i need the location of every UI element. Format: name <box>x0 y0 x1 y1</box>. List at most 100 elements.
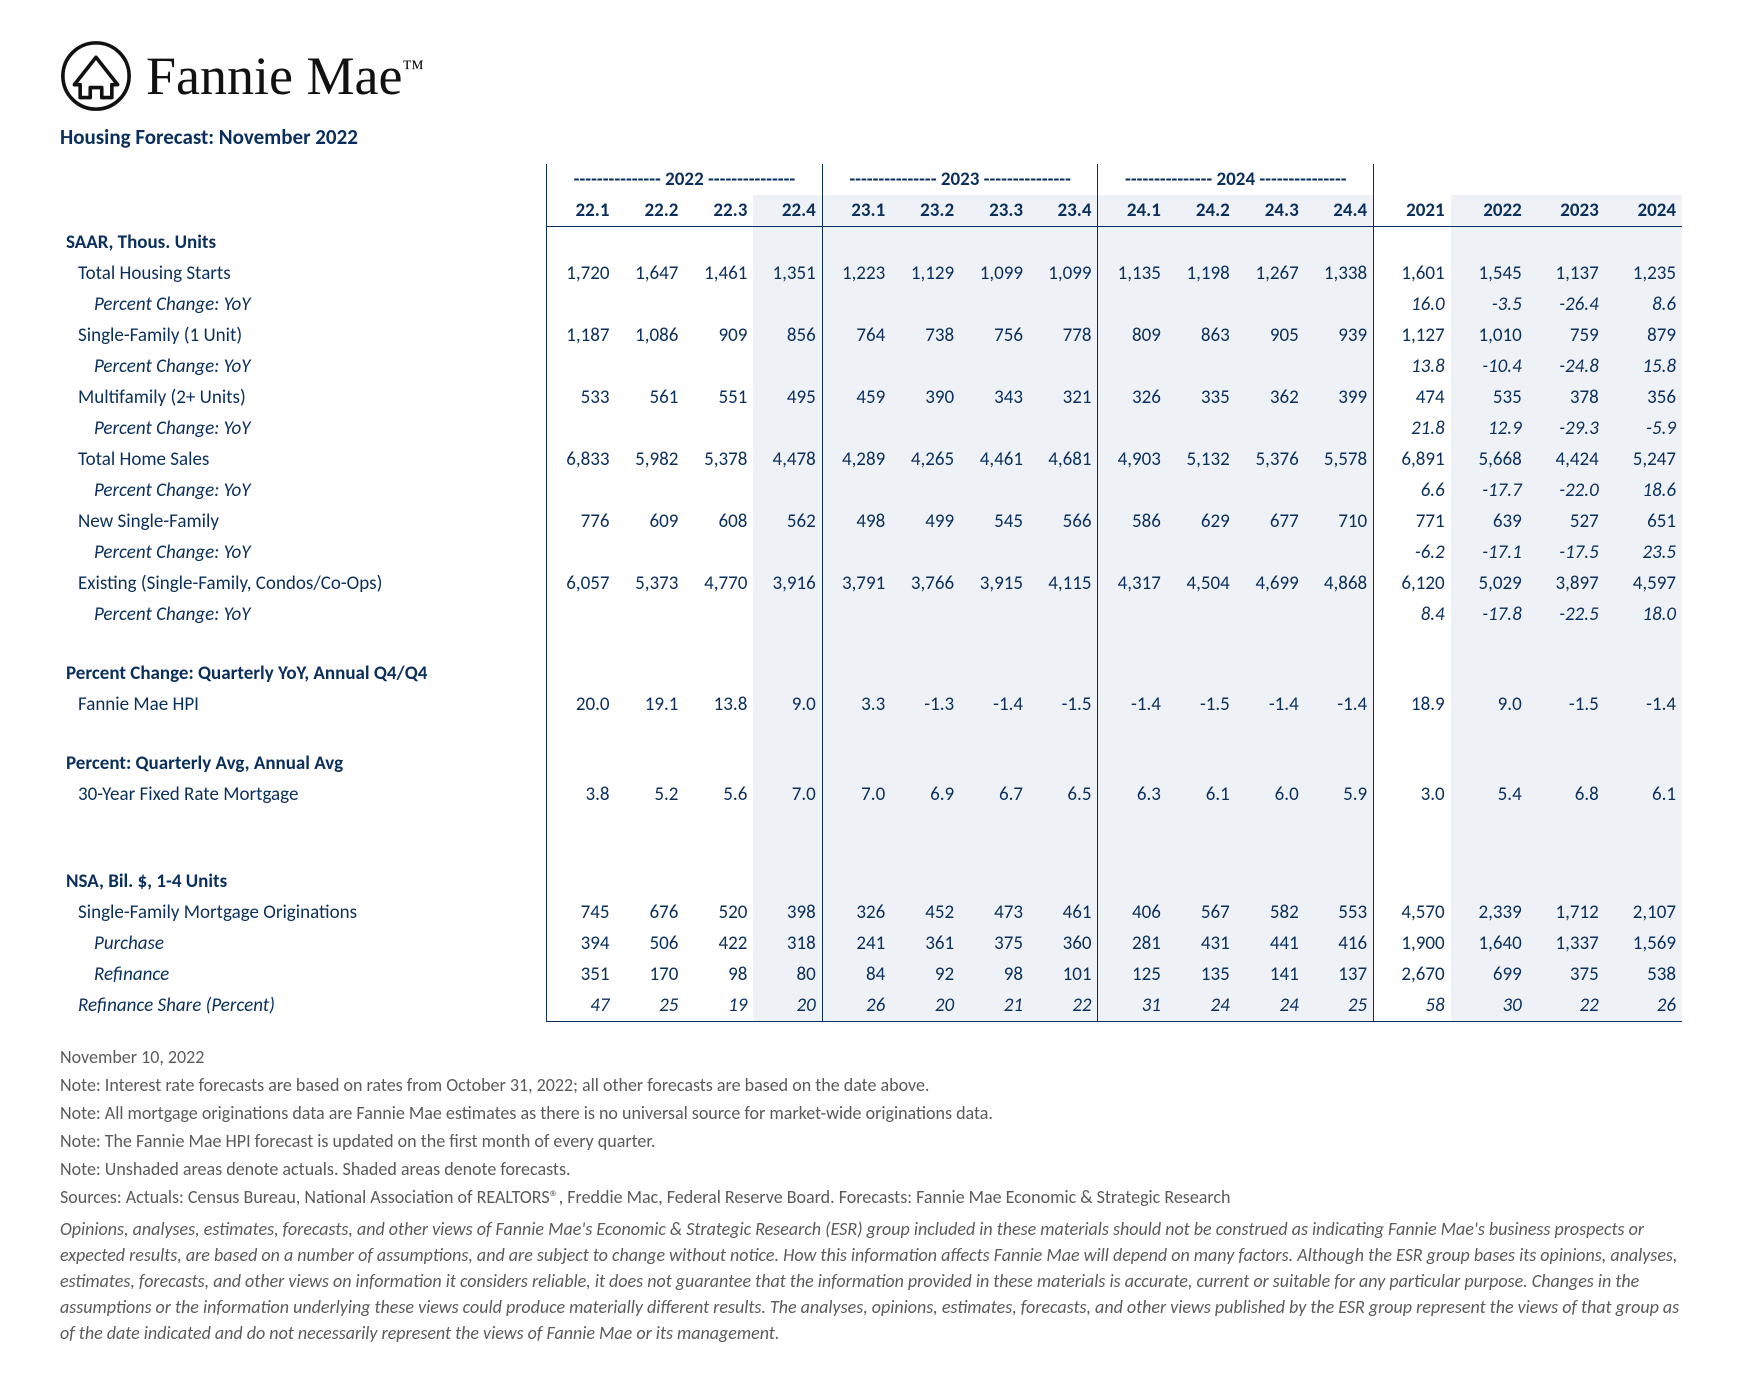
cell-quarter: 4,115 <box>1029 568 1098 599</box>
annual-header: 2023 <box>1528 195 1605 227</box>
cell-quarter: 495 <box>753 382 822 413</box>
cell-quarter: 4,868 <box>1305 568 1374 599</box>
cell-quarter <box>1305 413 1374 444</box>
cell-quarter: 629 <box>1167 506 1236 537</box>
cell-quarter: 533 <box>547 382 616 413</box>
cell-quarter: 561 <box>616 382 685 413</box>
cell-quarter: 360 <box>1029 928 1098 959</box>
cell-quarter <box>1305 599 1374 630</box>
quarter-header: 23.2 <box>891 195 960 227</box>
cell-quarter: 520 <box>684 897 753 928</box>
cell-quarter: 326 <box>822 897 891 928</box>
document-page: Fannie Mae™ Housing Forecast: November 2… <box>0 0 1742 1389</box>
row-label: Total Home Sales <box>60 444 547 475</box>
cell-quarter <box>1098 475 1167 506</box>
cell-quarter: 318 <box>753 928 822 959</box>
cell-annual: 2,339 <box>1451 897 1528 928</box>
cell-quarter: 24 <box>1167 990 1236 1022</box>
cell-quarter <box>1029 351 1098 382</box>
cell-quarter: 406 <box>1098 897 1167 928</box>
cell-quarter <box>960 537 1029 568</box>
cell-quarter <box>891 599 960 630</box>
year-band-row: --------------- 2022 -------------------… <box>60 164 1682 195</box>
row-label: Percent Change: YoY <box>60 351 547 382</box>
cell-annual: 4,570 <box>1374 897 1451 928</box>
row-label: Percent Change: YoY <box>60 537 547 568</box>
cell-annual: -17.5 <box>1528 537 1605 568</box>
table-row: Refinance Share (Percent)472519202620212… <box>60 990 1682 1022</box>
cell-annual: 6.8 <box>1528 779 1605 810</box>
cell-quarter <box>1167 475 1236 506</box>
cell-quarter: 1,198 <box>1167 258 1236 289</box>
cell-quarter: 6.3 <box>1098 779 1167 810</box>
footnote-line: Note: The Fannie Mae HPI forecast is upd… <box>60 1128 1682 1154</box>
cell-annual: 23.5 <box>1605 537 1682 568</box>
quarter-header: 22.2 <box>616 195 685 227</box>
cell-quarter <box>1098 599 1167 630</box>
cell-quarter: 461 <box>1029 897 1098 928</box>
cell-quarter <box>891 413 960 444</box>
cell-annual: 4,424 <box>1528 444 1605 475</box>
cell-quarter: 20.0 <box>547 689 616 720</box>
cell-quarter <box>547 475 616 506</box>
table-row: 30-Year Fixed Rate Mortgage3.85.25.67.07… <box>60 779 1682 810</box>
report-title: Housing Forecast: November 2022 <box>60 124 1682 150</box>
cell-quarter <box>891 351 960 382</box>
table-row: Multifamily (2+ Units)533561551495459390… <box>60 382 1682 413</box>
cell-annual: 1,712 <box>1528 897 1605 928</box>
cell-quarter: 1,267 <box>1236 258 1305 289</box>
cell-quarter <box>822 475 891 506</box>
cell-quarter: 1,720 <box>547 258 616 289</box>
cell-quarter: -1.5 <box>1029 689 1098 720</box>
cell-annual: -10.4 <box>1451 351 1528 382</box>
cell-quarter: 4,478 <box>753 444 822 475</box>
cell-annual: 6,891 <box>1374 444 1451 475</box>
cell-quarter: 4,681 <box>1029 444 1098 475</box>
cell-quarter <box>822 537 891 568</box>
cell-annual: 1,137 <box>1528 258 1605 289</box>
cell-annual: 1,010 <box>1451 320 1528 351</box>
cell-quarter: 1,099 <box>1029 258 1098 289</box>
quarter-header: 24.1 <box>1098 195 1167 227</box>
table-row: Refinance3511709880849298101125135141137… <box>60 959 1682 990</box>
cell-quarter: 608 <box>684 506 753 537</box>
cell-quarter: 1,129 <box>891 258 960 289</box>
cell-quarter: 3,766 <box>891 568 960 599</box>
cell-annual: -17.1 <box>1451 537 1528 568</box>
cell-quarter: 441 <box>1236 928 1305 959</box>
cell-quarter: 25 <box>616 990 685 1022</box>
cell-quarter: 553 <box>1305 897 1374 928</box>
cell-quarter <box>1305 289 1374 320</box>
cell-quarter: 905 <box>1236 320 1305 351</box>
brand-header: Fannie Mae™ <box>60 40 1682 112</box>
cell-quarter <box>684 537 753 568</box>
cell-quarter <box>684 289 753 320</box>
cell-quarter: -1.3 <box>891 689 960 720</box>
cell-quarter <box>1236 475 1305 506</box>
cell-quarter <box>547 537 616 568</box>
cell-quarter <box>960 351 1029 382</box>
footnote-line: Note: Interest rate forecasts are based … <box>60 1072 1682 1098</box>
cell-quarter: 676 <box>616 897 685 928</box>
cell-quarter: 545 <box>960 506 1029 537</box>
cell-quarter: 677 <box>1236 506 1305 537</box>
cell-quarter <box>616 289 685 320</box>
row-label: Percent Change: YoY <box>60 475 547 506</box>
cell-quarter: 26 <box>822 990 891 1022</box>
cell-quarter <box>1236 351 1305 382</box>
cell-quarter: 452 <box>891 897 960 928</box>
cell-quarter <box>1305 537 1374 568</box>
table-row: Purchase39450642231824136137536028143144… <box>60 928 1682 959</box>
cell-annual: 6.6 <box>1374 475 1451 506</box>
cell-quarter <box>960 289 1029 320</box>
row-label: Existing (Single-Family, Condos/Co-Ops) <box>60 568 547 599</box>
cell-quarter: 1,099 <box>960 258 1029 289</box>
cell-quarter: 6.5 <box>1029 779 1098 810</box>
cell-quarter <box>1305 351 1374 382</box>
brand-name: Fannie Mae™ <box>146 45 424 107</box>
table-row: Single-Family (1 Unit)1,1871,08690985676… <box>60 320 1682 351</box>
cell-annual: 474 <box>1374 382 1451 413</box>
cell-quarter <box>1236 599 1305 630</box>
cell-quarter <box>684 599 753 630</box>
cell-quarter: 98 <box>960 959 1029 990</box>
